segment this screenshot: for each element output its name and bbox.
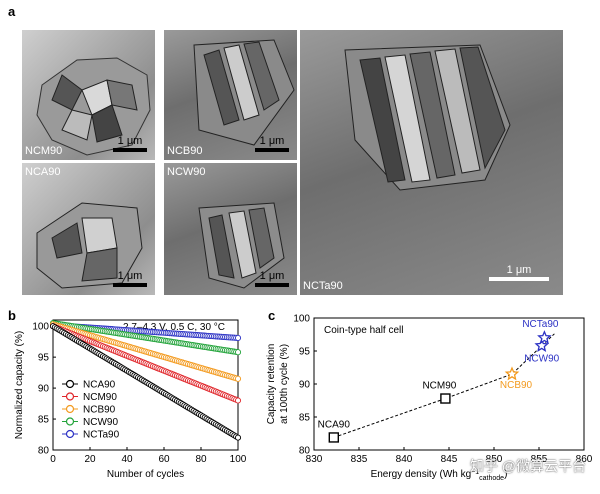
ncta90-grain-overlay xyxy=(344,44,511,191)
chart-c-label-nca90: NCA90 xyxy=(318,419,351,430)
tem-image-nca90: NCA90 1 μm xyxy=(22,163,155,295)
chart-c-xtick-label: 835 xyxy=(351,454,368,465)
chart-b-series-nca90 xyxy=(49,323,242,441)
chart-c-label-ncb90: NCB90 xyxy=(500,380,533,391)
chart-c-label-ncw90: NCW90 xyxy=(524,354,559,365)
scale-bar-nca90: 1 μm xyxy=(113,270,147,287)
chart-b-legend-marker xyxy=(65,379,75,389)
chart-b-legend-label: NCB90 xyxy=(83,405,116,416)
chart-b-point xyxy=(234,375,242,382)
tem-image-ncb90: NCB90 1 μm xyxy=(164,30,297,160)
tem-label-ncb90: NCB90 xyxy=(167,145,203,157)
chart-c-point-ncb90 xyxy=(504,366,520,381)
chart-b-ytick-label: 100 xyxy=(32,322,49,333)
chart-c-ytick-label: 85 xyxy=(299,413,311,424)
chart-c-ytick-label: 90 xyxy=(299,380,311,391)
tem-label-ncw90: NCW90 xyxy=(167,166,206,178)
chart-c-label-ncta90: NCTa90 xyxy=(522,319,559,330)
chart-b-xtick-label: 40 xyxy=(121,454,133,465)
tem-label-ncm90: NCM90 xyxy=(25,145,63,157)
chart-b-legend-marker xyxy=(65,404,75,414)
chart-b-ylabel: Normalized capacity (%) xyxy=(14,331,25,439)
ncb90-grain-overlay xyxy=(193,39,295,146)
chart-c-xtick-label: 860 xyxy=(576,454,593,465)
scale-bar-ncta90: 1 μm xyxy=(489,264,549,281)
chart-c-point-ncw90 xyxy=(534,338,549,352)
chart-c-ytick-label: 100 xyxy=(293,314,310,325)
tem-image-ncw90: NCW90 1 μm xyxy=(164,163,297,295)
tem-label-ncta90: NCTa90 xyxy=(303,280,343,292)
chart-b-legend-label: NCA90 xyxy=(83,380,116,391)
chart-c-xtick-label: 855 xyxy=(531,454,548,465)
nca90-grain-overlay xyxy=(36,202,143,289)
chart-c-xtick-label: 830 xyxy=(306,454,323,465)
panel-a-letter: a xyxy=(8,4,16,19)
watermark: 知乎 @微算云平台 xyxy=(469,458,586,474)
chart-c-xlabel: Energy density (Wh kg−1cathode) xyxy=(371,469,508,483)
chart-b-ytick-label: 85 xyxy=(38,415,50,426)
chart-b-legend-label: NCM90 xyxy=(83,392,117,403)
chart-c-label-ncm90: NCM90 xyxy=(422,381,456,392)
chart-b-xtick-label: 80 xyxy=(195,454,207,465)
chart-b-xtick-label: 60 xyxy=(158,454,170,465)
chart-b-legend-marker xyxy=(65,417,75,426)
chart-c-xtick-label: 845 xyxy=(441,454,458,465)
chart-c-point-ncta90 xyxy=(537,330,552,345)
chart-b-point xyxy=(234,434,242,441)
chart-b-ytick-label: 95 xyxy=(38,353,50,364)
scale-bar-ncm90: 1 μm xyxy=(113,135,147,152)
chart-c: 830 835 840 845 850 855 860 80 85 90 95 100 Energy d… xyxy=(266,314,593,483)
chart-b-annotation: 2.7–4.3 V, 0.5 C, 30 °C xyxy=(123,322,225,333)
chart-c-point-ncm90 xyxy=(440,393,451,404)
chart-c-xtick-label: 850 xyxy=(486,454,503,465)
tem-image-ncm90: NCM90 1 μm xyxy=(22,30,155,160)
scale-bar-ncw90: 1 μm xyxy=(255,270,289,287)
chart-c-ylabel-line2: at 100th cycle (%) xyxy=(279,344,290,424)
chart-b-series-ncb90 xyxy=(49,321,242,382)
chart-c-annotation: Coin-type half cell xyxy=(324,325,403,336)
chart-b-legend-marker xyxy=(65,429,75,439)
chart-b-point xyxy=(234,349,242,356)
chart-b-series-ncm90 xyxy=(49,323,242,404)
chart-b-xtick-label: 20 xyxy=(84,454,96,465)
tem-image-ncta90: NCTa90 1 μm xyxy=(300,30,563,295)
chart-b-point xyxy=(234,334,242,342)
chart-b-frame xyxy=(52,319,239,451)
chart-b-ytick-label: 90 xyxy=(38,384,50,395)
chart-b-xlabel: Number of cycles xyxy=(107,469,184,480)
chart-b-point xyxy=(234,397,242,404)
chart-b-ytick-label: 80 xyxy=(38,446,50,457)
ncm90-grain-overlay xyxy=(36,57,151,156)
chart-c-ytick-label: 80 xyxy=(299,446,311,457)
chart-c-xtick-label: 840 xyxy=(396,454,413,465)
chart-b-legend-marker xyxy=(65,392,75,401)
ncw90-grain-overlay xyxy=(198,202,285,289)
chart-b-xtick-label: 0 xyxy=(50,454,56,465)
chart-c-ylabel-line1: Capacity retention xyxy=(266,344,277,425)
chart-c-ytick-label: 95 xyxy=(299,347,311,358)
chart-b: 0 20 40 60 80 100 80 85 90 95 100 Number of cycles N… xyxy=(14,319,247,480)
tem-label-nca90: NCA90 xyxy=(25,166,61,178)
panel-b-letter: b xyxy=(8,308,16,323)
scale-bar-ncb90: 1 μm xyxy=(255,135,289,152)
panel-c-letter: c xyxy=(268,308,276,323)
chart-b-legend-label: NCTa90 xyxy=(83,430,120,441)
chart-c-point-nca90 xyxy=(328,432,340,443)
chart-b-legend-label: NCW90 xyxy=(83,417,118,428)
chart-b-xtick-label: 100 xyxy=(230,454,247,465)
